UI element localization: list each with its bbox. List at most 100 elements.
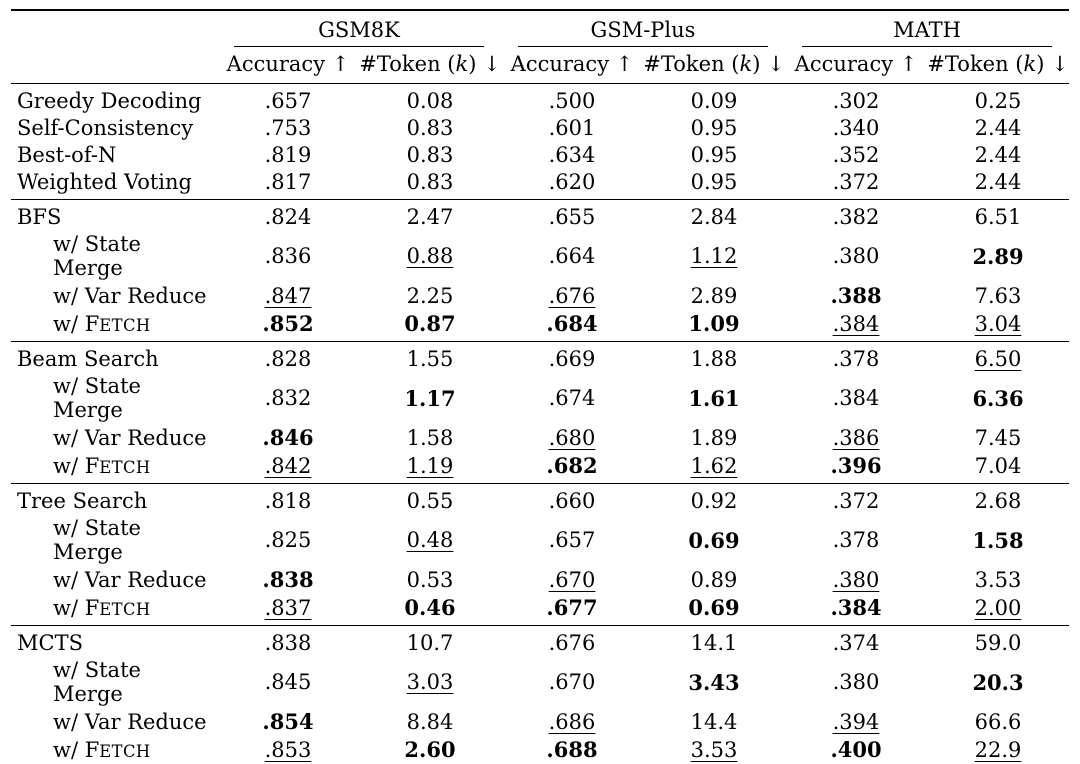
metric-value: .854	[262, 709, 314, 734]
metric-cell: .396	[785, 452, 927, 484]
metric-cell: .380	[785, 566, 927, 594]
metric-cell: .340	[785, 115, 927, 142]
metric-cell: 1.58	[927, 515, 1069, 566]
sub-header-cell: #Token (k) ↓	[927, 47, 1070, 84]
metric-cell: 0.92	[643, 483, 786, 515]
metric-cell: .372	[785, 169, 927, 200]
metric-cell: 0.46	[359, 594, 501, 626]
row-label: w/ State Merge	[11, 515, 217, 566]
metric-cell: 3.53	[927, 566, 1069, 594]
metric-value: .400	[830, 737, 882, 762]
metric-value: .842	[264, 453, 312, 478]
table-row: Best-of-N .819 0.83 .634 0.95 .352 2.44	[11, 142, 1069, 169]
metric-cell: 0.83	[359, 142, 501, 169]
text-part: Self-Consistency	[17, 116, 194, 140]
group-header-row: GSM8K GSM-Plus MATH	[11, 9, 1070, 47]
metric-value: 0.69	[688, 527, 740, 553]
metric-value: 1.58	[406, 425, 454, 450]
table-row: w/ State Merge .845 3.03 .670 3.43 .380 20.3	[11, 657, 1069, 708]
metric-value: .838	[264, 631, 312, 655]
metric-value: .384	[832, 311, 880, 336]
metric-value: 0.83	[406, 116, 454, 140]
metric-cell: .372	[785, 483, 928, 515]
metric-value: 2.44	[974, 116, 1022, 140]
metric-cell: .674	[501, 373, 643, 424]
metric-value: 6.51	[974, 205, 1022, 229]
metric-value: .674	[548, 386, 596, 410]
text-part: k	[739, 52, 753, 76]
metric-value: .676	[548, 283, 596, 308]
table-row: w/ State Merge .836 0.88 .664 1.12 .380 2.89	[11, 231, 1069, 282]
metric-cell: 3.53	[643, 735, 786, 764]
metric-value: 0.83	[406, 143, 454, 167]
metric-value: .817	[264, 170, 312, 194]
row-label: w/ Var Reduce	[11, 566, 217, 594]
metric-value: 3.53	[690, 737, 738, 762]
metric-cell: 7.04	[927, 452, 1069, 484]
text-part: Accuracy ↑	[794, 52, 918, 76]
metric-cell: 0.55	[359, 483, 501, 515]
metric-cell: 1.58	[359, 424, 501, 452]
text-part: w/ State Merge	[53, 374, 141, 422]
metric-value: 3.43	[688, 669, 740, 695]
text-part: #Token (	[643, 52, 740, 76]
text-part: MCTS	[17, 631, 83, 655]
table-row: w/ Var Reduce .846 1.58 .680 1.89 .386 7.45	[11, 424, 1069, 452]
metric-cell: 0.48	[359, 515, 501, 566]
metric-cell: 0.95	[643, 169, 785, 200]
metric-value: 7.04	[974, 453, 1022, 478]
table-row: Weighted Voting .817 0.83 .620 0.95 .372 2.44	[11, 169, 1069, 200]
table-header: GSM8K GSM-Plus MATH Accuracy ↑ #Token (k) ↓ A…	[11, 9, 1070, 84]
metric-value: .601	[548, 116, 596, 140]
row-label: Greedy Decoding	[11, 83, 217, 115]
metric-value: 66.6	[974, 709, 1022, 734]
metric-value: 22.9	[974, 737, 1022, 762]
metric-cell: 0.08	[359, 83, 501, 115]
metric-cell: 6.36	[927, 373, 1069, 424]
metric-cell: .824	[217, 199, 359, 231]
metric-cell: .677	[501, 594, 643, 626]
table-row: w/ FETCH .853 2.60 .688 3.53 .400 22.9	[11, 735, 1070, 764]
metric-value: .852	[262, 311, 314, 336]
metric-value: .660	[548, 489, 596, 513]
metric-cell: .818	[217, 483, 359, 515]
metric-value: .818	[264, 489, 312, 513]
metric-cell: 8.84	[359, 708, 501, 736]
metric-value: .384	[832, 386, 880, 410]
metric-cell: .854	[217, 708, 359, 736]
metric-value: 14.1	[690, 631, 738, 655]
metric-value: .380	[832, 567, 880, 592]
metric-value: .384	[830, 595, 882, 620]
metric-cell: .500	[501, 83, 643, 115]
metric-cell: .384	[785, 373, 927, 424]
metric-cell: .382	[785, 199, 928, 231]
header-stub	[11, 47, 217, 84]
metric-cell: .684	[501, 310, 643, 342]
metric-value: 0.83	[406, 170, 454, 194]
row-group: Tree Search .818 0.55.660 0.92.372 2.68 w/ St…	[11, 483, 1070, 626]
metric-cell: .838	[217, 566, 359, 594]
metric-value: 1.19	[406, 453, 454, 478]
metric-value: 0.88	[406, 244, 454, 268]
metric-value: .753	[264, 116, 312, 140]
metric-value: 0.69	[688, 595, 740, 620]
table-row: MCTS .838 10.7 .676 14.1 .374 59.0	[11, 625, 1070, 657]
metric-cell: .845	[217, 657, 359, 708]
metric-value: 2.00	[974, 595, 1022, 620]
metric-cell: .686	[501, 708, 643, 736]
metric-cell: .817	[217, 169, 359, 200]
metric-value: .372	[832, 489, 880, 513]
sub-header-cell: #Token (k) ↓	[643, 47, 786, 84]
text-part: Weighted Voting	[17, 170, 192, 194]
results-table: GSM8K GSM-Plus MATH Accuracy ↑ #Token (k) ↓ A…	[11, 9, 1070, 764]
metric-cell: 2.84	[643, 199, 786, 231]
metric-value: 0.95	[690, 143, 738, 167]
sub-header-cell: Accuracy ↑	[217, 47, 359, 84]
metric-cell: 0.95	[643, 142, 785, 169]
metric-value: 7.63	[974, 283, 1022, 308]
metric-value: .500	[548, 89, 596, 113]
text-part: w/ Var Reduce	[53, 709, 207, 734]
text-part: w/ F	[53, 311, 100, 336]
metric-cell: .828	[217, 341, 359, 373]
